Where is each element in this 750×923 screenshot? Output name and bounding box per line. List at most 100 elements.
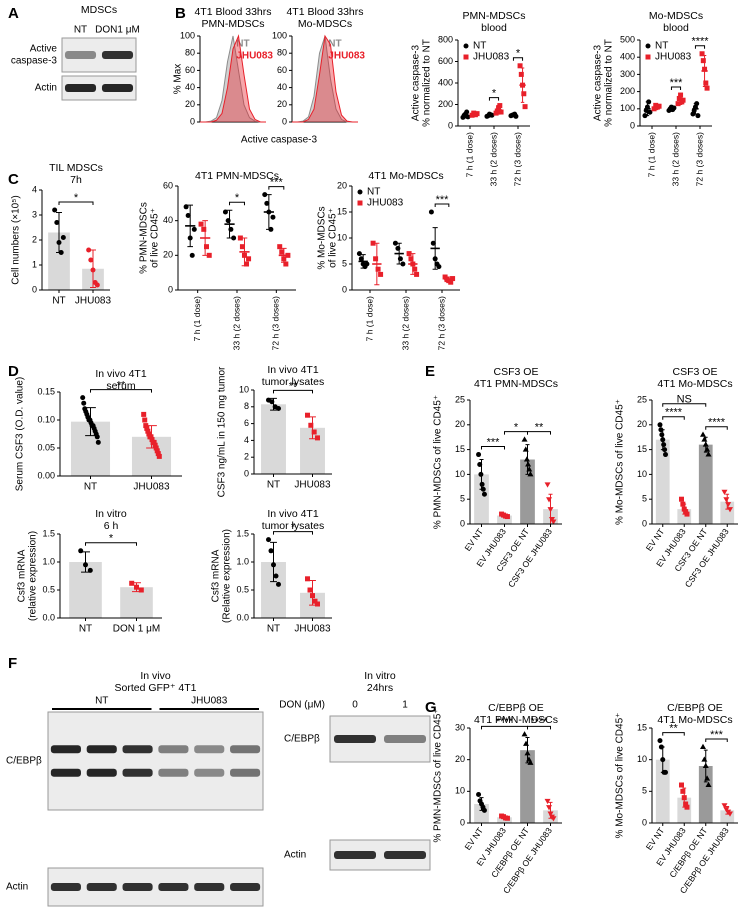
y-tick-label: 10 <box>455 786 465 796</box>
error-bar <box>309 416 316 440</box>
data-point <box>273 573 279 579</box>
data-point <box>146 431 152 437</box>
data-point <box>54 220 60 225</box>
data-point <box>277 244 283 250</box>
data-point <box>356 251 362 257</box>
data-point <box>395 245 401 251</box>
data-point <box>727 507 734 513</box>
significance-label: * <box>492 87 497 99</box>
data-point <box>305 576 311 582</box>
y-tick-label: 400 <box>438 77 453 87</box>
chart-title: 4T1 PMN-MDSCs <box>195 170 279 182</box>
significance-label: **** <box>530 716 548 728</box>
y-tick-label: 20 <box>185 99 195 109</box>
significance-label: * <box>514 422 519 434</box>
data-point <box>725 502 732 508</box>
data-point <box>204 244 210 250</box>
chart-title: In vivo 4T1 <box>267 508 319 520</box>
legend-label: JHU083 <box>236 51 273 62</box>
significance-bar <box>694 45 706 49</box>
chart-title: Sorted GFP⁺ 4T1 <box>115 682 197 694</box>
y-tick-label: 200 <box>438 99 453 109</box>
data-point <box>721 803 728 809</box>
y-axis-label: Serum CSF3 (O.D. value) <box>15 377 26 491</box>
data-point <box>657 422 663 428</box>
chart-title: 4T1 Mo-MDSCs <box>368 170 443 182</box>
y-tick-label: 0 <box>282 116 287 126</box>
y-tick-label: 60 <box>185 65 195 75</box>
y-tick-label: 2 <box>244 452 249 462</box>
data-point <box>373 256 379 262</box>
y-tick-label: 15 <box>337 206 347 216</box>
blot-band <box>86 745 117 754</box>
legend-label: NT <box>473 41 486 52</box>
chart-title: tumor lysates <box>262 376 324 388</box>
data-point <box>661 442 667 448</box>
chart-title: In vitro <box>95 508 127 520</box>
significance-bar <box>85 542 137 546</box>
y-tick-label: 3 <box>32 209 37 219</box>
legend-label: JHU083 <box>328 51 365 62</box>
bar <box>48 232 70 290</box>
y-axis-label: Active caspase-3 <box>593 44 604 121</box>
row-label: Actin <box>6 882 28 893</box>
data-point <box>198 221 204 227</box>
data-point <box>148 434 154 440</box>
data-point <box>80 395 86 401</box>
histogram-line <box>200 35 266 123</box>
y-tick-label: 0 <box>190 116 195 126</box>
significance-label: ** <box>117 380 126 392</box>
y-tick-label: 80 <box>185 48 195 58</box>
blot-band <box>86 768 117 777</box>
y-tick-label: 1.5 <box>236 528 249 538</box>
data-point <box>141 411 147 417</box>
blot-band <box>384 735 426 743</box>
y-axis-label: of live CD45⁺ <box>150 208 161 268</box>
chart-title: serum <box>106 380 135 392</box>
y-tick-label: 1.0 <box>236 556 249 566</box>
y-tick-label: 15 <box>455 444 465 454</box>
data-point <box>239 244 245 250</box>
legend-label: NT <box>655 41 668 52</box>
x-tick-label: JHU083 <box>294 624 331 635</box>
data-point <box>521 436 528 442</box>
y-tick-label: 2 <box>32 234 37 244</box>
legend-label: JHU083 <box>367 198 404 209</box>
histogram-fill <box>292 36 358 122</box>
legend-marker <box>357 200 363 206</box>
lane-label: NT <box>74 25 87 36</box>
bar <box>474 474 489 524</box>
y-tick-label: 1.0 <box>42 556 55 566</box>
y-tick-label: 20 <box>277 99 287 109</box>
data-point <box>683 801 689 807</box>
data-point <box>521 91 527 97</box>
data-point <box>684 804 690 810</box>
blot-band <box>86 883 117 891</box>
blot-band <box>158 745 189 754</box>
data-point <box>375 266 381 272</box>
panel-letter: D <box>8 363 19 380</box>
data-point <box>699 743 706 749</box>
data-point <box>642 113 648 119</box>
panel-letter: E <box>425 363 435 380</box>
x-tick-label: 72 h (3 doses) <box>694 132 704 187</box>
y-tick-label: 15 <box>637 722 647 732</box>
y-tick-label: 800 <box>438 34 453 44</box>
data-point <box>450 276 456 282</box>
y-axis-label: % normalized to NT <box>422 39 433 127</box>
blot-band <box>101 51 134 59</box>
row-label: Actin <box>35 83 57 94</box>
error-bar <box>309 579 316 606</box>
data-point <box>504 815 510 821</box>
y-tick-label: 0 <box>630 120 635 130</box>
blot-band <box>334 735 376 743</box>
error-bar <box>660 746 665 773</box>
legend-label: NT <box>328 39 341 50</box>
error-bar <box>525 737 530 764</box>
data-point <box>522 104 528 110</box>
y-tick-label: 40 <box>277 82 287 92</box>
y-tick-label: 25 <box>455 394 465 404</box>
data-point <box>705 451 712 457</box>
y-tick-label: 4 <box>244 435 249 445</box>
data-point <box>436 264 442 270</box>
